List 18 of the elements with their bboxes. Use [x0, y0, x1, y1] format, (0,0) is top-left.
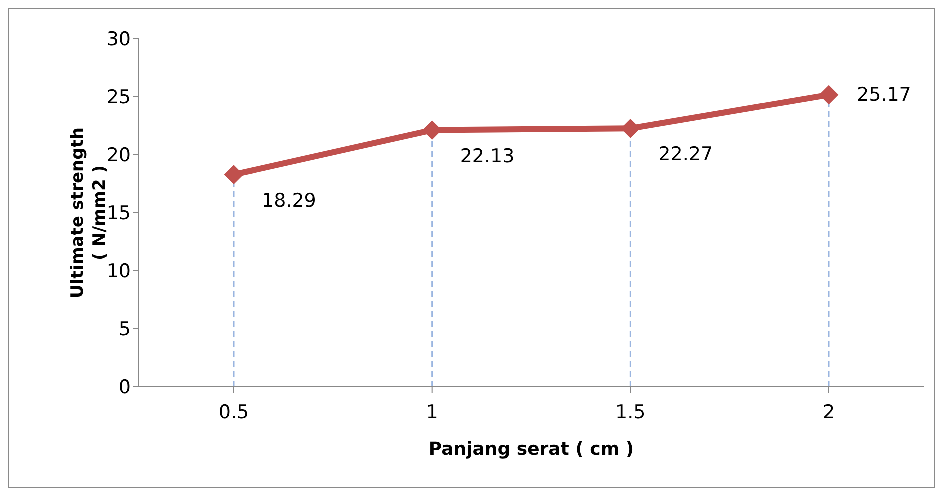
- data-label: 25.17: [857, 84, 912, 106]
- data-label: 22.27: [658, 144, 714, 166]
- y-tick-label: 30: [106, 28, 131, 51]
- y-tick-label: 20: [106, 144, 131, 167]
- data-label: 18.29: [262, 190, 316, 212]
- x-tick-label: 1: [426, 401, 438, 424]
- data-label: 22.13: [460, 145, 515, 168]
- y-tick-label: 25: [106, 86, 131, 109]
- x-tick-label: 2: [822, 401, 836, 424]
- point: [224, 165, 244, 184]
- y-tick-label: 10: [106, 260, 131, 283]
- y-tick-label: 5: [118, 318, 131, 341]
- x-tick-label: 1.5: [616, 401, 646, 424]
- y-tick-label: 15: [106, 202, 131, 225]
- x-tick-label: 0.5: [218, 401, 250, 424]
- y-tick-label: 0: [118, 376, 131, 399]
- x-axis-title: Panjang serat ( cm ): [428, 439, 634, 460]
- point: [820, 86, 838, 105]
